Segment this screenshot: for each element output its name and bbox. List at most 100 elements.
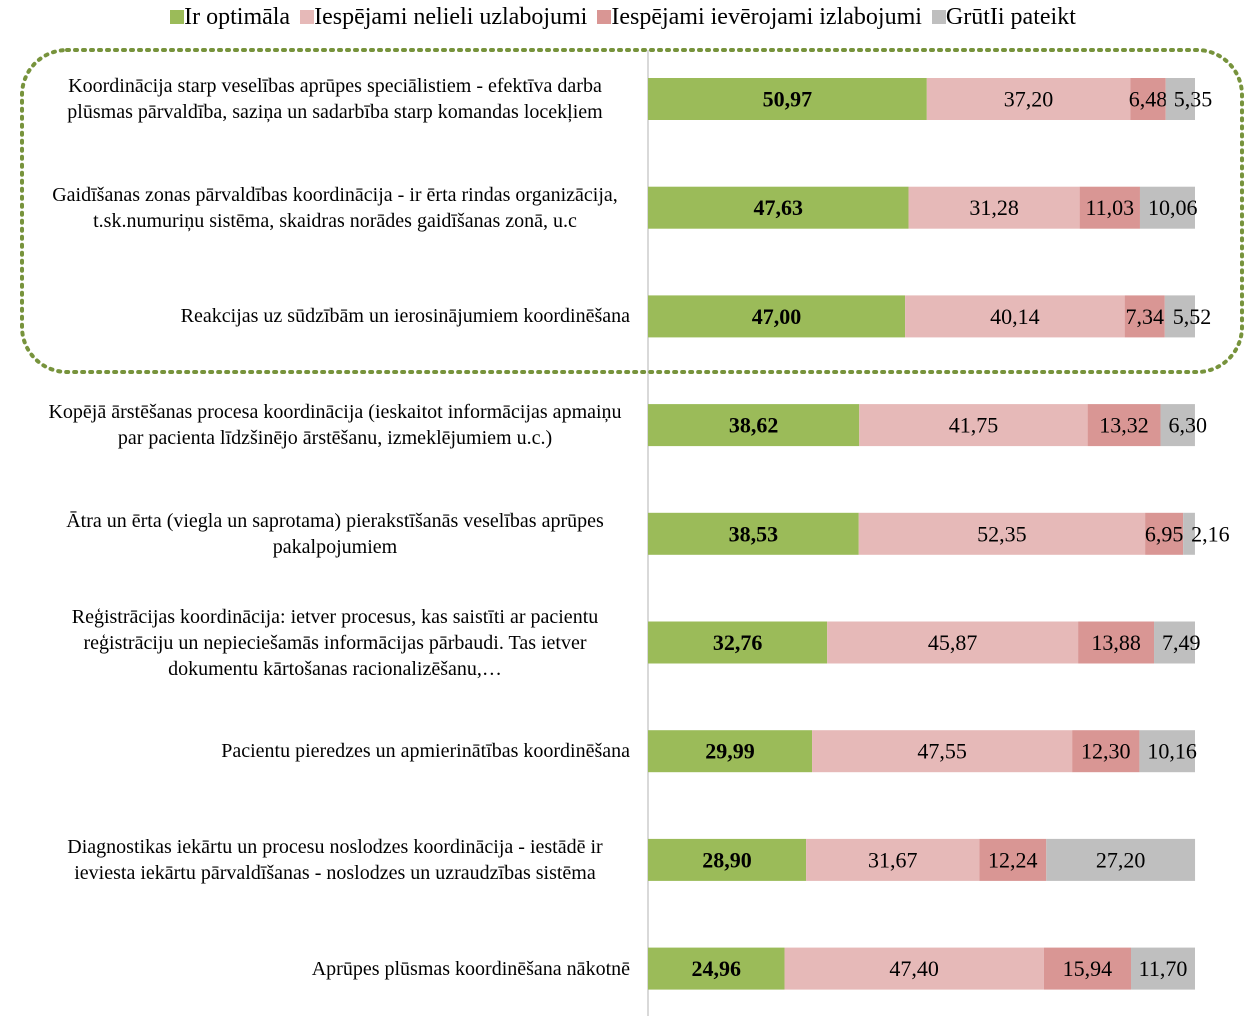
bar-segment xyxy=(1078,621,1155,664)
bar-segment xyxy=(1154,621,1195,664)
legend-item: GrūtIi pateikt xyxy=(931,4,1076,31)
legend-label: GrūtIi pateikt xyxy=(945,4,1076,30)
category-label: Koordinācija starp veselības aprūpes spe… xyxy=(40,54,630,144)
legend-item: Iespējami ievērojami izlabojumi xyxy=(597,4,922,31)
value-label: 12,30 xyxy=(1081,739,1131,764)
bar-segment xyxy=(859,404,1088,447)
legend: Ir optimāla Iespējami nelieli uzlabojumi I… xyxy=(0,4,1246,31)
value-label: 6,95 xyxy=(1145,521,1184,546)
category-label: Reģistrācijas koordinācija: ietver proce… xyxy=(40,598,630,688)
bar-segment xyxy=(1164,295,1195,338)
value-label: 52,35 xyxy=(977,521,1027,546)
value-label: 12,24 xyxy=(988,847,1038,872)
value-label: 47,55 xyxy=(917,739,967,764)
bar-segment xyxy=(1145,512,1184,555)
value-label: 47,63 xyxy=(754,195,804,220)
legend-item: Iespējami nelieli uzlabojumi xyxy=(300,4,587,31)
bar-segment xyxy=(1130,78,1166,120)
bar-segment xyxy=(1139,186,1195,229)
legend-swatch xyxy=(170,10,185,24)
bar-segment xyxy=(1131,947,1195,990)
value-label: 38,62 xyxy=(729,413,779,438)
value-label: 31,28 xyxy=(969,195,1019,220)
category-text: Ātra un ērta (viegla un saprotama) piera… xyxy=(66,509,604,558)
value-label: 24,96 xyxy=(692,956,742,981)
value-label: 5,35 xyxy=(1174,87,1213,112)
bar-segment xyxy=(806,838,980,881)
bar-segment xyxy=(648,838,807,881)
category-text: Reakcijas uz sūdzībām un ierosinājumiem … xyxy=(180,305,630,328)
bar-segment xyxy=(648,621,828,664)
category-label: Reakcijas uz sūdzībām un ierosinājumiem … xyxy=(40,271,630,361)
category-label: Pacientu pieredzes un apmierinātības koo… xyxy=(40,706,630,796)
bar-segment xyxy=(648,186,909,229)
value-label: 6,30 xyxy=(1168,413,1207,438)
category-label: Aprūpes plūsmas koordinēšana nākotnē xyxy=(40,924,630,1014)
value-label: 10,06 xyxy=(1148,195,1198,220)
legend-label: Iespējami ievērojami izlabojumi xyxy=(611,4,922,30)
bar-segment xyxy=(1139,730,1195,773)
bar-segment xyxy=(858,512,1146,555)
bar-segment xyxy=(648,947,785,990)
value-label: 37,20 xyxy=(1004,87,1054,112)
value-label: 10,16 xyxy=(1147,739,1197,764)
bar-segment xyxy=(926,78,1131,120)
value-label: 47,00 xyxy=(752,304,802,329)
value-label: 40,14 xyxy=(990,304,1040,329)
bar-segment xyxy=(1124,295,1165,338)
value-label: 47,40 xyxy=(889,956,939,981)
legend-swatch xyxy=(300,10,315,24)
bar-segment xyxy=(648,730,813,773)
value-label: 7,49 xyxy=(1162,630,1201,655)
bar-segment xyxy=(1183,512,1195,555)
bar-segment xyxy=(1046,838,1196,881)
value-label: 27,20 xyxy=(1096,847,1146,872)
bar-segment xyxy=(648,78,927,120)
value-label: 2,16 xyxy=(1191,521,1230,546)
category-label: Diagnostikas iekārtu un procesu noslodze… xyxy=(40,815,630,905)
category-text: Koordinācija starp veselības aprūpes spe… xyxy=(67,75,603,123)
bar-segment xyxy=(827,621,1079,664)
value-label: 50,97 xyxy=(763,87,813,112)
bar-segment xyxy=(1079,186,1140,229)
bar-segment xyxy=(1043,947,1132,990)
bar-segment xyxy=(1072,730,1140,773)
category-label: Gaidīšanas zonas pārvaldības koordinācij… xyxy=(40,163,630,253)
bar-segment xyxy=(648,512,859,555)
bar-segment xyxy=(784,947,1044,990)
bar-segment xyxy=(979,838,1047,881)
legend-swatch xyxy=(597,10,612,24)
value-label: 13,32 xyxy=(1099,413,1149,438)
bar-segment xyxy=(812,730,1073,773)
value-label: 38,53 xyxy=(729,521,779,546)
value-label: 13,88 xyxy=(1091,630,1141,655)
value-label: 11,03 xyxy=(1085,195,1134,220)
bar-segment xyxy=(1165,78,1195,120)
category-label: Ātra un ērta (viegla un saprotama) piera… xyxy=(40,489,630,579)
bar-segment xyxy=(648,404,860,447)
bar-segment xyxy=(908,186,1080,229)
value-label: 15,94 xyxy=(1063,956,1113,981)
legend-item: Ir optimāla xyxy=(170,4,290,31)
category-text: Diagnostikas iekārtu un procesu noslodze… xyxy=(67,835,603,884)
value-label: 5,52 xyxy=(1173,304,1212,329)
value-label: 31,67 xyxy=(868,847,918,872)
bar-segment xyxy=(1160,404,1195,447)
value-label: 11,70 xyxy=(1139,956,1188,981)
category-text: Reģistrācijas koordinācija: ietver proce… xyxy=(71,605,599,680)
category-text: Pacientu pieredzes un apmierinātības koo… xyxy=(221,740,630,763)
category-label: Kopējā ārstēšanas procesa koordinācija (… xyxy=(40,380,630,470)
legend-label: Ir optimāla xyxy=(184,4,291,30)
bar-segment xyxy=(1087,404,1161,447)
bar-segment xyxy=(648,295,906,338)
category-text: Aprūpes plūsmas koordinēšana nākotnē xyxy=(311,957,630,980)
value-label: 45,87 xyxy=(928,630,978,655)
value-label: 6,48 xyxy=(1129,87,1168,112)
category-text: Kopējā ārstēšanas procesa koordinācija (… xyxy=(48,401,622,450)
value-label: 7,34 xyxy=(1125,304,1164,329)
value-label: 32,76 xyxy=(713,630,763,655)
value-label: 28,90 xyxy=(702,847,752,872)
highlight-box xyxy=(20,48,1244,374)
